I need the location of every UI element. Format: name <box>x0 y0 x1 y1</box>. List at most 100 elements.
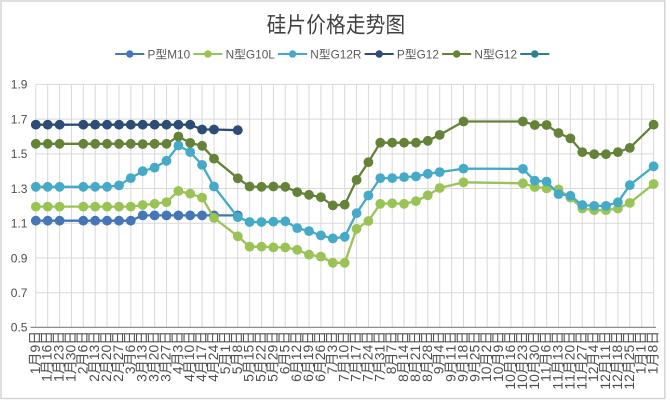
svg-text:N: N <box>226 48 235 62</box>
svg-text:5: 5 <box>264 374 280 382</box>
svg-text:7: 7 <box>348 374 364 382</box>
svg-text:1: 1 <box>62 374 78 382</box>
svg-text:27: 27 <box>110 345 126 361</box>
svg-text:3: 3 <box>134 374 150 382</box>
svg-text:4: 4 <box>169 366 185 374</box>
svg-text:1: 1 <box>633 366 649 374</box>
svg-text:6: 6 <box>276 366 292 374</box>
svg-text:9: 9 <box>443 374 459 382</box>
svg-text:1: 1 <box>645 366 661 374</box>
svg-text:1: 1 <box>633 345 649 353</box>
svg-text:1.7: 1.7 <box>11 112 28 126</box>
svg-text:27: 27 <box>157 345 173 361</box>
svg-text:18: 18 <box>454 345 470 361</box>
svg-text:23: 23 <box>514 345 530 361</box>
svg-text:8: 8 <box>645 345 661 353</box>
svg-text:M10: M10 <box>167 48 190 62</box>
svg-text:0.9: 0.9 <box>11 251 28 265</box>
svg-text:7: 7 <box>371 374 387 382</box>
svg-text:30: 30 <box>62 345 78 361</box>
svg-text:P: P <box>397 48 405 62</box>
svg-text:3: 3 <box>324 345 340 353</box>
svg-text:4: 4 <box>431 345 447 353</box>
svg-text:11: 11 <box>597 345 613 361</box>
svg-text:12: 12 <box>621 374 637 390</box>
svg-text:11: 11 <box>443 345 459 361</box>
svg-text:7: 7 <box>324 366 340 374</box>
svg-text:0.7: 0.7 <box>11 286 28 300</box>
svg-text:N: N <box>310 48 319 62</box>
svg-text:18: 18 <box>609 345 625 361</box>
svg-text:6: 6 <box>312 374 328 382</box>
svg-text:8: 8 <box>229 345 245 353</box>
svg-text:20: 20 <box>146 345 162 361</box>
svg-text:7: 7 <box>383 345 399 353</box>
svg-text:6: 6 <box>74 345 90 353</box>
svg-text:26: 26 <box>312 345 328 361</box>
svg-text:8: 8 <box>383 366 399 374</box>
svg-text:P: P <box>148 48 156 62</box>
svg-text:27: 27 <box>573 345 589 361</box>
svg-text:2: 2 <box>478 345 494 353</box>
svg-text:3: 3 <box>157 374 173 382</box>
svg-text:17: 17 <box>193 345 209 361</box>
svg-text:10: 10 <box>336 345 352 361</box>
svg-text:4: 4 <box>193 374 209 382</box>
svg-text:G10L: G10L <box>246 48 275 62</box>
svg-text:1: 1 <box>39 374 55 382</box>
svg-text:9: 9 <box>431 366 447 374</box>
svg-text:30: 30 <box>526 345 542 361</box>
svg-text:8: 8 <box>395 374 411 382</box>
svg-text:1.9: 1.9 <box>11 78 28 92</box>
svg-text:3: 3 <box>122 366 138 374</box>
svg-text:6: 6 <box>122 345 138 353</box>
svg-text:9: 9 <box>466 374 482 382</box>
svg-text:3: 3 <box>169 345 185 353</box>
svg-text:G12: G12 <box>495 48 517 62</box>
svg-text:3: 3 <box>146 374 162 382</box>
svg-text:10: 10 <box>478 366 494 382</box>
svg-text:5: 5 <box>229 366 245 374</box>
svg-text:17: 17 <box>348 345 364 361</box>
svg-text:7: 7 <box>336 374 352 382</box>
svg-text:N: N <box>474 48 483 62</box>
svg-text:13: 13 <box>550 345 566 361</box>
svg-text:16: 16 <box>502 345 518 361</box>
svg-text:10: 10 <box>502 374 518 390</box>
svg-text:11: 11 <box>561 374 577 390</box>
svg-text:25: 25 <box>466 345 482 361</box>
svg-text:1.3: 1.3 <box>11 182 28 196</box>
svg-text:1: 1 <box>27 366 43 374</box>
svg-text:1: 1 <box>217 345 233 353</box>
svg-text:24: 24 <box>359 345 375 361</box>
svg-text:0.5: 0.5 <box>11 321 28 335</box>
svg-text:20: 20 <box>561 345 577 361</box>
svg-text:1: 1 <box>51 374 67 382</box>
svg-text:12: 12 <box>585 366 601 382</box>
svg-text:4: 4 <box>585 345 601 353</box>
svg-text:4: 4 <box>205 374 221 382</box>
svg-text:5: 5 <box>241 374 257 382</box>
svg-text:6: 6 <box>288 374 304 382</box>
svg-text:11: 11 <box>550 374 566 390</box>
svg-text:2: 2 <box>86 374 102 382</box>
svg-text:G12: G12 <box>417 48 439 62</box>
svg-text:2: 2 <box>74 366 90 374</box>
svg-text:1.5: 1.5 <box>11 147 28 161</box>
svg-text:4: 4 <box>181 374 197 382</box>
svg-text:5: 5 <box>253 374 269 382</box>
svg-text:12: 12 <box>597 374 613 390</box>
svg-text:9: 9 <box>490 345 506 353</box>
svg-text:19: 19 <box>300 345 316 361</box>
svg-text:14: 14 <box>395 345 411 361</box>
svg-text:21: 21 <box>407 345 423 361</box>
svg-text:13: 13 <box>134 345 150 361</box>
svg-text:2: 2 <box>98 374 114 382</box>
svg-text:10: 10 <box>181 345 197 361</box>
svg-text:6: 6 <box>300 374 316 382</box>
svg-text:13: 13 <box>86 345 102 361</box>
svg-text:12: 12 <box>288 345 304 361</box>
svg-text:31: 31 <box>371 345 387 361</box>
svg-text:15: 15 <box>241 345 257 361</box>
svg-text:2: 2 <box>110 374 126 382</box>
